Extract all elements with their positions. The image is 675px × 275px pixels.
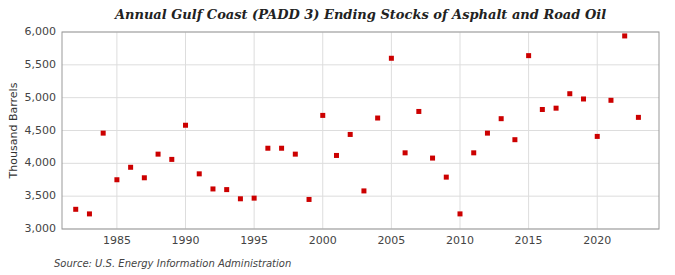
x-grid-line — [116, 32, 117, 229]
y-tick-label: 4,500 — [25, 124, 57, 137]
point — [169, 157, 174, 162]
y-grid-line — [62, 163, 659, 164]
point — [403, 150, 408, 155]
y-tick-label: 5,500 — [25, 58, 57, 71]
y-grid-line — [62, 64, 659, 65]
x-grid-line — [460, 32, 461, 229]
point — [279, 146, 284, 151]
points — [73, 33, 641, 216]
point — [458, 211, 463, 216]
point — [416, 109, 421, 114]
point — [210, 186, 215, 191]
point — [252, 196, 257, 201]
x-tick-label: 2010 — [446, 234, 474, 247]
point — [197, 171, 202, 176]
point — [499, 116, 504, 121]
point — [87, 211, 92, 216]
plot-frame — [62, 32, 659, 229]
point — [540, 107, 545, 112]
point — [636, 115, 641, 120]
y-grid-line — [62, 97, 659, 98]
x-tick-label: 2015 — [515, 234, 543, 247]
point — [581, 96, 586, 101]
point — [142, 175, 147, 180]
point — [608, 98, 613, 103]
y-tick-label: 3,000 — [25, 222, 57, 235]
point — [224, 187, 229, 192]
x-tick-label: 1985 — [103, 234, 131, 247]
y-tick-label: 5,000 — [25, 91, 57, 104]
point — [622, 33, 627, 38]
x-tick-label: 2020 — [583, 234, 611, 247]
y-grid-line — [62, 130, 659, 131]
point — [348, 132, 353, 137]
point — [595, 134, 600, 139]
point — [101, 131, 106, 136]
point — [444, 175, 449, 180]
point — [554, 106, 559, 111]
point — [265, 146, 270, 151]
x-grid-line — [528, 32, 529, 229]
point — [238, 196, 243, 201]
point — [73, 207, 78, 212]
chart: 3,000 3,500 4,000 4,500 5,000 5,500 6,000 1985 1… — [0, 0, 675, 275]
x-tick-label: 1990 — [172, 234, 200, 247]
grid — [62, 32, 659, 229]
point — [334, 153, 339, 158]
point — [156, 152, 161, 157]
point — [361, 188, 366, 193]
point — [389, 56, 394, 61]
x-grid-line — [391, 32, 392, 229]
y-tick-label: 6,000 — [25, 25, 57, 38]
x-tick-label: 2005 — [377, 234, 405, 247]
point — [375, 116, 380, 121]
x-grid-line — [597, 32, 598, 229]
y-tick-label: 4,000 — [25, 156, 57, 169]
point — [293, 152, 298, 157]
point — [526, 53, 531, 58]
point — [512, 137, 517, 142]
x-grid-line — [322, 32, 323, 229]
y-axis-label: Thousand Barrels — [7, 82, 20, 179]
point — [307, 197, 312, 202]
chart-container: 3,000 3,500 4,000 4,500 5,000 5,500 6,000 1985 1… — [0, 0, 675, 275]
point — [183, 123, 188, 128]
x-tick-label: 2000 — [309, 234, 337, 247]
point — [320, 113, 325, 118]
point — [471, 150, 476, 155]
point — [567, 91, 572, 96]
point — [485, 131, 490, 136]
source-note: Source: U.S. Energy Information Administ… — [54, 258, 291, 269]
title: Annual Gulf Coast (PADD 3) Ending Stocks… — [113, 7, 606, 22]
x-tick-label: 1995 — [240, 234, 268, 247]
y-grid-line — [62, 196, 659, 197]
point — [430, 156, 435, 161]
point — [114, 177, 119, 182]
x-grid-line — [185, 32, 186, 229]
point — [128, 165, 133, 170]
y-tick-label: 3,500 — [25, 189, 57, 202]
